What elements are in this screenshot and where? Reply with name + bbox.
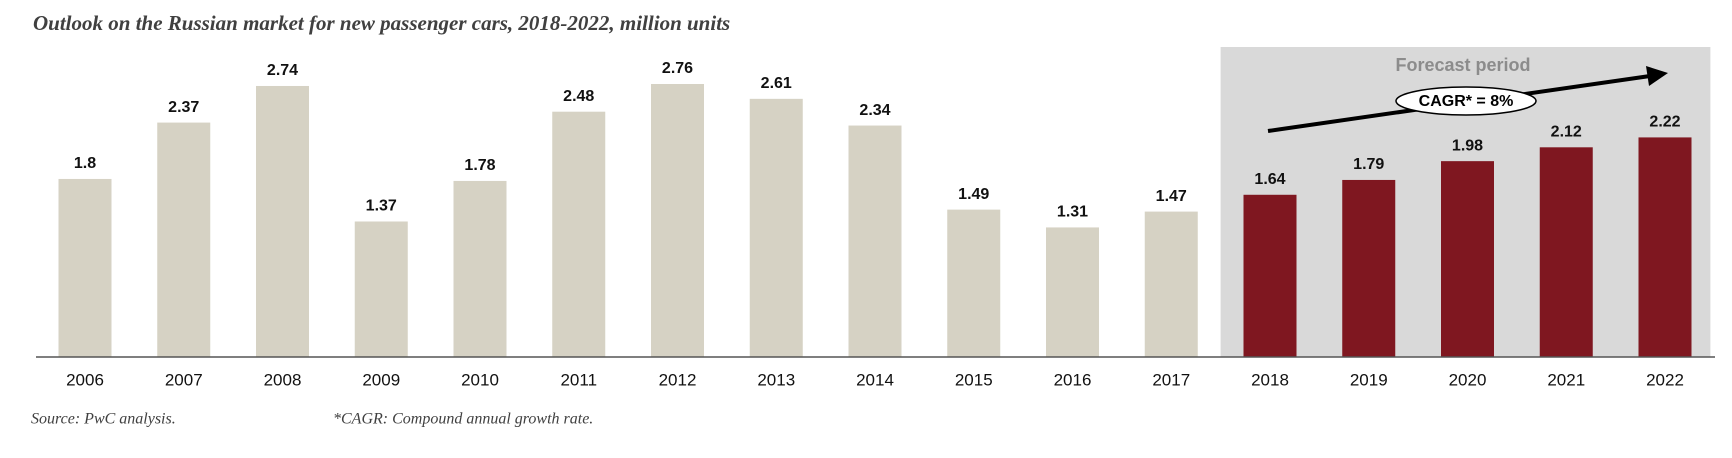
value-label: 1.64 xyxy=(1254,171,1285,188)
x-tick-label: 2017 xyxy=(1152,370,1190,389)
footnote: *CAGR: Compound annual growth rate. xyxy=(333,411,593,428)
bar xyxy=(58,178,112,357)
x-tick-label: 2006 xyxy=(66,370,104,389)
cagr-label: CAGR* = 8% xyxy=(1419,93,1514,110)
value-label: 1.49 xyxy=(958,186,989,203)
x-tick-label: 2021 xyxy=(1547,370,1585,389)
value-label: 1.47 xyxy=(1156,188,1187,205)
x-tick-label: 2011 xyxy=(560,370,597,389)
value-label: 1.98 xyxy=(1452,137,1483,154)
bar xyxy=(749,98,803,357)
value-label: 1.8 xyxy=(74,155,96,172)
bar xyxy=(947,209,1001,357)
x-tick-label: 2007 xyxy=(165,370,203,389)
value-label: 2.61 xyxy=(761,75,792,92)
bar xyxy=(157,122,211,358)
bar xyxy=(848,125,902,357)
x-tick-label: 2010 xyxy=(461,370,499,389)
value-label: 1.31 xyxy=(1057,204,1088,221)
chart-title: Outlook on the Russian market for new pa… xyxy=(33,11,730,35)
x-tick-label: 2018 xyxy=(1251,370,1289,389)
x-tick-label: 2020 xyxy=(1449,370,1487,389)
x-tick-label: 2015 xyxy=(955,370,993,389)
bar xyxy=(1441,161,1494,357)
bar xyxy=(453,180,507,357)
bar xyxy=(552,111,606,358)
value-label: 2.76 xyxy=(662,60,693,77)
cagr-ellipse xyxy=(1395,86,1537,116)
x-tick-label: 2009 xyxy=(362,370,400,389)
value-label: 2.48 xyxy=(563,88,594,105)
value-label: 1.37 xyxy=(366,198,397,215)
x-tick-label: 2019 xyxy=(1350,370,1388,389)
bar xyxy=(256,85,309,357)
x-tick-label: 2014 xyxy=(856,370,894,389)
value-label: 1.79 xyxy=(1353,156,1384,173)
bar xyxy=(1046,227,1099,357)
forecast-label: Forecast period xyxy=(1395,55,1530,75)
bar xyxy=(1342,179,1396,357)
bar xyxy=(1638,137,1692,357)
value-label: 2.74 xyxy=(267,62,298,79)
bar xyxy=(354,221,408,357)
value-label: 2.34 xyxy=(859,102,890,119)
bar xyxy=(1539,147,1593,357)
value-label: 2.12 xyxy=(1551,124,1582,141)
bar xyxy=(651,84,704,357)
bar xyxy=(1243,194,1297,357)
x-tick-label: 2012 xyxy=(659,370,697,389)
value-label: 2.37 xyxy=(168,99,199,116)
x-tick-label: 2022 xyxy=(1646,370,1684,389)
x-tick-label: 2016 xyxy=(1054,370,1092,389)
value-label: 1.78 xyxy=(464,157,495,174)
x-tick-label: 2008 xyxy=(264,370,302,389)
source-note: Source: PwC analysis. xyxy=(31,411,176,428)
x-tick-label: 2013 xyxy=(757,370,795,389)
bar xyxy=(1144,211,1198,357)
cagr-arrowhead xyxy=(1646,66,1668,86)
value-label: 2.22 xyxy=(1649,114,1680,131)
